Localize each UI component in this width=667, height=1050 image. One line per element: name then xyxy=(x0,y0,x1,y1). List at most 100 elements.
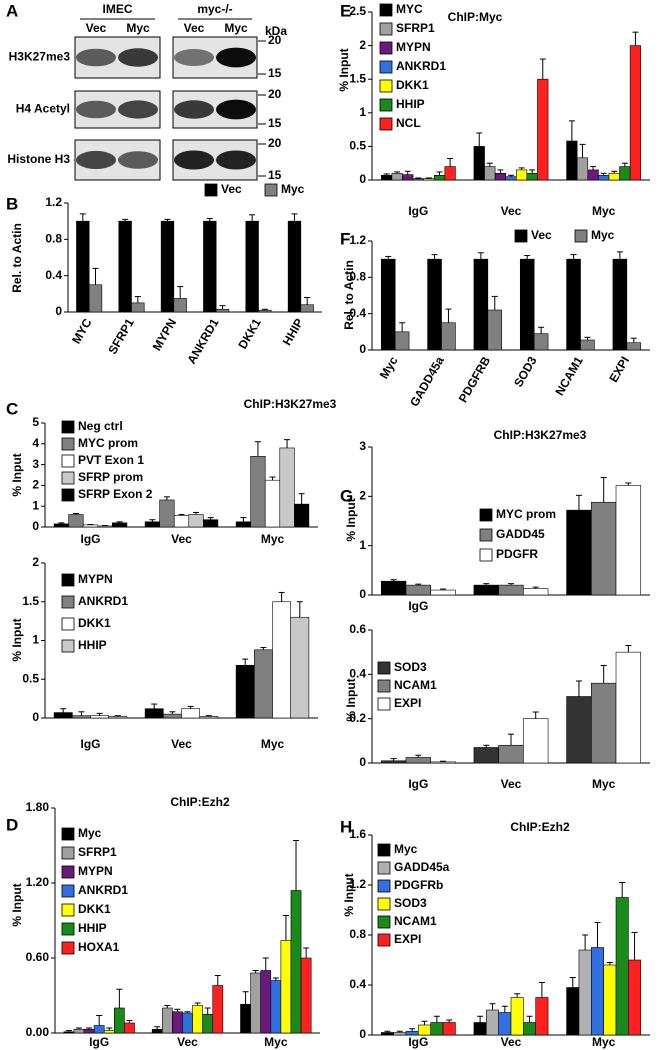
bar xyxy=(533,333,549,351)
band xyxy=(174,49,214,66)
error-bar xyxy=(79,213,86,222)
error-bar xyxy=(122,218,129,222)
bar xyxy=(430,761,456,764)
error-bar xyxy=(169,711,176,715)
legend-swatch xyxy=(61,573,75,587)
bar xyxy=(418,1024,431,1036)
y-axis-label: % Input xyxy=(10,883,24,926)
bar xyxy=(608,172,620,181)
band xyxy=(216,150,256,170)
bar xyxy=(473,584,499,596)
error-bar xyxy=(116,521,123,523)
legend-label: MYPN xyxy=(78,572,113,586)
x-tick-label: MYPN xyxy=(150,316,179,353)
bar xyxy=(182,1012,193,1034)
bar xyxy=(188,514,204,528)
legend-label: EXPI xyxy=(394,932,421,946)
error-bar xyxy=(262,957,269,971)
bar xyxy=(258,309,272,313)
legend-swatch xyxy=(574,229,588,243)
row-label: H4 Acetyl xyxy=(16,102,70,116)
error-bar xyxy=(284,439,291,448)
error-bar xyxy=(415,754,422,758)
legend-label: SFRP1 xyxy=(396,21,435,35)
error-bar xyxy=(600,172,607,176)
bar xyxy=(523,1022,537,1036)
x-tick-label: Myc xyxy=(264,1035,288,1049)
bar xyxy=(430,1022,444,1036)
bar xyxy=(144,708,164,719)
bar xyxy=(202,1013,214,1034)
bar xyxy=(576,157,589,181)
legend-swatch xyxy=(379,79,393,93)
error-bar xyxy=(508,583,514,586)
error-bar xyxy=(625,482,632,486)
bar xyxy=(90,715,110,719)
error-bar xyxy=(532,711,539,719)
legend-swatch xyxy=(479,528,493,542)
legend-label: HOXA1 xyxy=(78,940,120,954)
panel-letter: E xyxy=(340,1,351,20)
y-tick-label: 2 xyxy=(32,478,39,492)
group-label: IMEC xyxy=(103,2,133,16)
error-bar xyxy=(447,157,454,167)
error-bar xyxy=(193,511,200,515)
bar xyxy=(591,682,617,764)
bar xyxy=(272,601,292,719)
bar xyxy=(93,1025,105,1034)
error-bar xyxy=(532,586,539,589)
bar xyxy=(433,174,446,181)
error-bar xyxy=(298,493,305,505)
error-bar xyxy=(619,882,626,898)
y-axis-label: % Input xyxy=(342,873,356,916)
band xyxy=(174,100,214,119)
x-tick-label: IgG xyxy=(89,1035,109,1049)
error-bar xyxy=(261,308,268,311)
error-bar xyxy=(92,267,99,285)
error-bar xyxy=(396,1030,403,1033)
chart-title: ChIP:Ezh2 xyxy=(510,820,570,834)
error-bar xyxy=(204,1007,211,1015)
x-tick-label: NCAM1 xyxy=(552,354,586,398)
error-bar xyxy=(579,143,586,158)
error-bar xyxy=(154,1026,161,1030)
y-tick-label: 0.6 xyxy=(349,622,366,636)
legend-label: GADD45a xyxy=(394,860,450,874)
error-bar xyxy=(421,1020,428,1025)
error-bar xyxy=(415,583,422,586)
bar xyxy=(442,1022,456,1036)
bar xyxy=(73,1028,85,1034)
legend-label: Vec xyxy=(221,182,242,196)
bar xyxy=(68,514,84,528)
bar xyxy=(151,1028,163,1034)
y-tick-label: 0.4 xyxy=(349,977,366,991)
bar xyxy=(264,479,281,528)
bar xyxy=(523,718,549,764)
error-bar xyxy=(291,213,298,222)
error-bar xyxy=(249,214,256,222)
legend-label: Neg ctrl xyxy=(78,419,123,433)
x-tick-label: Vec xyxy=(177,1035,198,1049)
y-tick-label: 0 xyxy=(359,755,366,769)
error-bar xyxy=(303,947,310,958)
bar xyxy=(159,499,175,528)
band xyxy=(118,48,158,67)
error-bar xyxy=(178,514,185,516)
bar xyxy=(603,964,617,1036)
y-tick-label: 0.4 xyxy=(349,667,366,681)
y-tick-label: 1.2 xyxy=(45,195,62,209)
error-bar xyxy=(625,645,632,653)
bar xyxy=(240,1003,251,1034)
error-bar xyxy=(514,993,521,998)
error-bar xyxy=(151,703,158,709)
bar xyxy=(118,220,132,313)
y-tick-label: 4 xyxy=(32,436,39,450)
legend-swatch xyxy=(377,679,391,693)
error-bar xyxy=(304,296,311,305)
error-bar xyxy=(590,166,597,170)
error-bar xyxy=(483,744,490,748)
bar xyxy=(235,521,251,528)
error-bar xyxy=(518,167,525,170)
error-bar xyxy=(436,171,443,176)
bar xyxy=(82,524,99,528)
